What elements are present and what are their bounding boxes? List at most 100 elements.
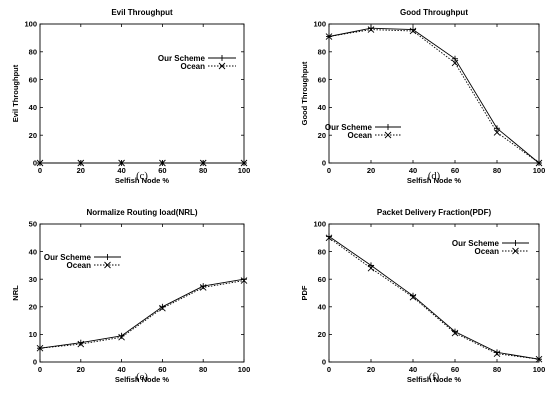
chart-panel-c: Evil Throughput 0 20 40 60 80 100 0 20 40 60 80 100 S… [11, 8, 250, 185]
series-ocean [36, 277, 248, 352]
legend-marker [384, 131, 392, 139]
chart-panel-e: Normalize Routing load(NRL) 0 20 40 60 80 100 0… [11, 208, 250, 384]
data-point [159, 303, 166, 310]
x-tick-label: 20 [367, 166, 375, 175]
data-point [199, 159, 207, 167]
data-point [199, 284, 207, 291]
data-point [367, 26, 375, 33]
legend-marker [512, 247, 519, 255]
legend-marker [218, 62, 226, 70]
y-tick-label: 80 [318, 48, 326, 57]
data-point [367, 264, 375, 272]
chart-title: Evil Throughput [111, 8, 173, 17]
legend-label: Ocean [348, 131, 373, 140]
chart-panel-f: Packet Delivery Fraction(PDF) 0 20 40 60 80 10… [300, 208, 545, 384]
x-axis-label: Selfish Node % [407, 176, 462, 185]
x-tick-label: 40 [409, 365, 417, 374]
series-our-scheme [326, 25, 542, 166]
x-tick-label: 20 [77, 365, 85, 374]
x-tick-label: 60 [158, 166, 166, 175]
x-axis-label: Selfish Node % [407, 375, 462, 384]
data-point [159, 304, 166, 312]
x-tick-label: 100 [533, 166, 546, 175]
legend-label: Our Scheme [325, 123, 373, 132]
series-ocean [325, 26, 543, 167]
panel-caption: (e) [136, 372, 148, 383]
data-point [240, 159, 248, 167]
x-axis-label: Selfish Node % [115, 375, 170, 384]
data-point [493, 350, 501, 358]
y-tick-label: 40 [29, 103, 37, 112]
x-tick-label: 80 [199, 166, 207, 175]
x-tick-label: 80 [199, 365, 207, 374]
y-tick-label: 20 [29, 131, 37, 140]
y-axis-label: Good Throughput [300, 61, 309, 125]
y-tick-label: 20 [29, 303, 37, 312]
y-tick-label: 40 [318, 103, 326, 112]
data-point [77, 159, 85, 167]
y-tick-label: 40 [29, 247, 37, 256]
data-point [36, 159, 44, 167]
data-point [409, 293, 417, 301]
series-ocean [36, 159, 248, 167]
data-point [452, 55, 458, 62]
data-point [535, 355, 543, 363]
x-tick-label: 20 [77, 166, 85, 175]
data-point [451, 329, 459, 337]
plot-frame [328, 223, 540, 363]
y-tick-label: 100 [24, 20, 37, 29]
x-axis-label: Selfish Node % [115, 176, 170, 185]
chart-title: Packet Delivery Fraction(PDF) [377, 208, 492, 217]
x-tick-label: 100 [238, 166, 251, 175]
legend-marker [104, 261, 111, 269]
legend-label: Our Scheme [158, 54, 206, 63]
series-line [328, 237, 540, 360]
data-point [240, 277, 248, 284]
y-axis-label: Evil Throughput [11, 64, 20, 122]
x-tick-label: 60 [158, 365, 166, 374]
y-tick-label: 30 [29, 275, 37, 284]
x-tick-label: 100 [533, 365, 546, 374]
x-tick-label: 20 [367, 365, 375, 374]
y-tick-label: 0 [33, 159, 37, 168]
x-tick-label: 100 [238, 365, 251, 374]
x-tick-label: 40 [117, 365, 125, 374]
series-line [39, 280, 245, 349]
chart-title: Normalize Routing load(NRL) [86, 208, 197, 217]
x-tick-label: 80 [493, 365, 501, 374]
plot-frame [328, 23, 540, 164]
legend-label: Ocean [67, 261, 92, 270]
y-tick-label: 80 [318, 247, 326, 256]
y-tick-label: 0 [33, 358, 37, 367]
data-point [325, 33, 333, 40]
y-tick-label: 60 [318, 275, 326, 284]
data-point [200, 283, 207, 290]
chart-panel-d: Good Throughput 0 20 40 60 80 100 0 20 40 60 80 100 S… [300, 8, 545, 185]
y-tick-label: 100 [313, 220, 326, 229]
data-point [535, 159, 543, 167]
y-tick-label: 10 [29, 330, 37, 339]
legend-label: Our Scheme [44, 253, 92, 262]
y-tick-label: 100 [313, 20, 326, 29]
x-tick-label: 40 [117, 166, 125, 175]
legend-label: Ocean [181, 62, 206, 71]
y-axis-label: NRL [11, 285, 20, 301]
x-tick-label: 60 [451, 365, 459, 374]
data-point [159, 159, 166, 167]
y-axis-label: PDF [300, 285, 309, 300]
y-tick-label: 80 [29, 48, 37, 57]
legend-marker [385, 124, 391, 130]
series-line [328, 27, 540, 164]
x-tick-label: 0 [327, 166, 331, 175]
legend-marker [219, 55, 225, 61]
x-tick-label: 0 [38, 166, 42, 175]
y-tick-label: 20 [318, 330, 326, 339]
legend-label: Ocean [475, 247, 500, 256]
y-tick-label: 0 [322, 358, 326, 367]
data-point [36, 344, 44, 352]
y-tick-label: 0 [322, 159, 326, 168]
series-line [39, 278, 245, 349]
